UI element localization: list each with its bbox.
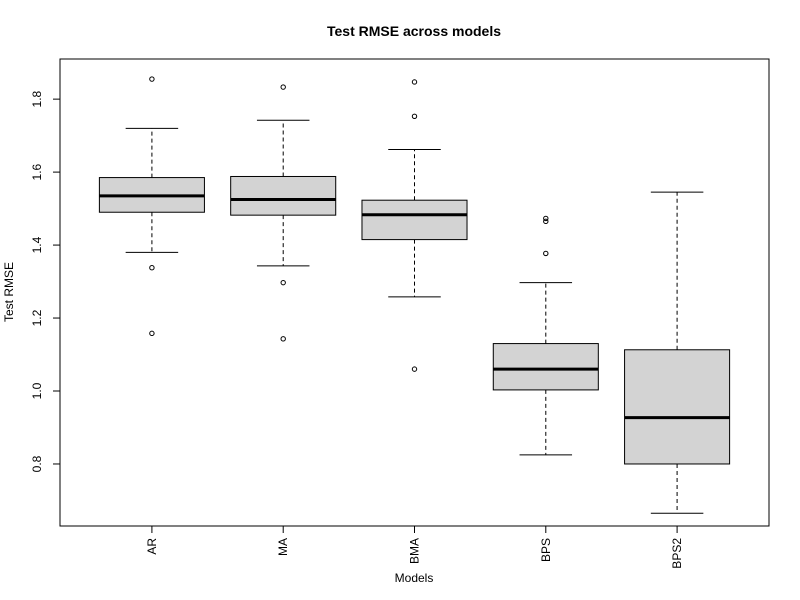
outlier-point	[411, 366, 418, 372]
box-group	[492, 215, 599, 456]
y-tick-label: 1.0	[30, 382, 44, 399]
iqr-box	[361, 199, 468, 241]
outlier-point	[149, 76, 155, 82]
iqr-box	[624, 349, 731, 465]
x-tick-label: MA	[276, 538, 290, 556]
outlier-point	[280, 279, 286, 286]
outlier-point	[149, 330, 155, 337]
box-group	[361, 79, 468, 372]
outlier-point	[411, 79, 418, 85]
outlier-point	[543, 215, 549, 222]
x-tick-label: BPS	[539, 538, 553, 562]
x-axis: AR MA BMA BPS BPS2	[145, 525, 684, 569]
iqr-box	[230, 175, 337, 216]
y-tick-label: 1.2	[30, 309, 44, 326]
box-group	[230, 84, 337, 342]
outlier-point	[280, 84, 286, 90]
y-axis-label: Test RMSE	[2, 262, 16, 322]
outlier-point	[411, 113, 418, 119]
outlier-point	[543, 250, 549, 257]
iqr-box	[492, 343, 599, 391]
outlier-point	[280, 336, 286, 342]
x-tick-label: BPS2	[670, 538, 684, 569]
y-tick-label: 1.4	[30, 236, 44, 253]
box-group	[98, 76, 205, 337]
y-tick-label: 1.6	[30, 163, 44, 180]
y-axis: 0.8 1.0 1.2 1.4 1.6 1.8	[30, 90, 61, 472]
y-tick-label: 0.8	[30, 455, 44, 472]
outlier-point	[543, 218, 549, 225]
boxes	[98, 76, 731, 514]
box-group	[624, 191, 731, 514]
x-tick-label: BMA	[408, 538, 422, 564]
x-axis-label: Models	[395, 571, 434, 585]
y-tick-label: 1.8	[30, 90, 44, 107]
chart-title: Test RMSE across models	[327, 23, 501, 39]
outlier-point	[149, 264, 155, 271]
x-tick-label: AR	[145, 538, 159, 555]
